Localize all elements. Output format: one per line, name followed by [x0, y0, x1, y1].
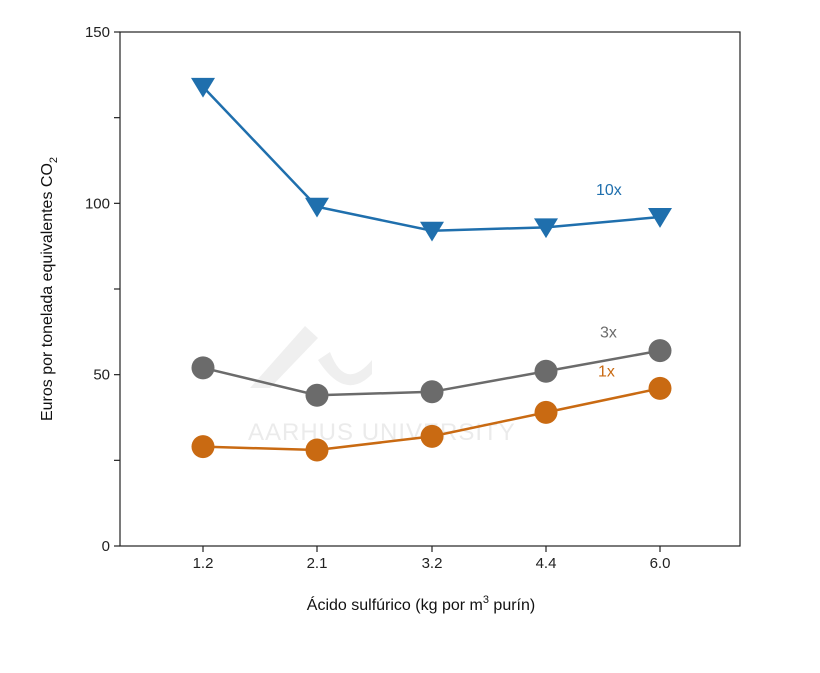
x-axis: 1.2 2.1 3.2 4.4 6.0: [193, 546, 671, 572]
data-point: [648, 376, 672, 400]
x-axis-label: Ácido sulfúrico (kg por m3 purín): [307, 594, 535, 614]
data-point: [420, 424, 444, 448]
y-axis-label-main: Euros por tonelada equivalentes CO: [39, 163, 56, 421]
y-tick-label: 0: [102, 538, 110, 555]
data-point: [305, 383, 329, 407]
x-axis-label-main: Ácido sulfúrico (kg por m: [307, 595, 483, 614]
data-point: [420, 380, 444, 404]
x-tick-label: 4.4: [536, 555, 557, 572]
series-label: 10x: [596, 182, 622, 199]
series-3x: 3x: [191, 325, 672, 407]
data-point: [534, 359, 558, 383]
x-axis-label-tail: purín): [489, 597, 535, 614]
plot-area: [119, 31, 741, 547]
data-point: [191, 435, 215, 459]
data-point: [534, 400, 558, 424]
aarhus-university-logo: [250, 326, 372, 388]
y-tick-label: 50: [93, 367, 110, 384]
y-axis-label: Euros por tonelada equivalentes CO2: [39, 157, 60, 421]
data-point: [191, 356, 215, 380]
data-point: [648, 339, 672, 363]
data-point: [420, 221, 444, 242]
series-1x: 1x: [191, 363, 672, 462]
data-point: [305, 438, 329, 462]
series-label: 1x: [598, 363, 615, 380]
x-axis-label-superscript: 3: [483, 594, 489, 606]
y-tick-label: 100: [85, 195, 110, 212]
x-tick-label: 2.1: [307, 555, 328, 572]
data-point: [191, 77, 215, 98]
y-tick-label: 150: [85, 24, 110, 41]
data-point: [648, 208, 672, 228]
x-tick-label: 3.2: [422, 555, 443, 572]
series-line: [202, 85, 661, 233]
y-axis-label-subscript: 2: [48, 157, 60, 163]
y-axis: 0 50 100 150: [85, 24, 120, 555]
x-tick-label: 6.0: [650, 555, 671, 572]
data-point: [305, 197, 329, 218]
series-layer: 10x 3x 1x: [191, 77, 672, 462]
series-10x: 10x: [191, 77, 672, 242]
x-tick-label: 1.2: [193, 555, 214, 572]
data-point: [534, 218, 558, 239]
series-label: 3x: [600, 325, 617, 342]
